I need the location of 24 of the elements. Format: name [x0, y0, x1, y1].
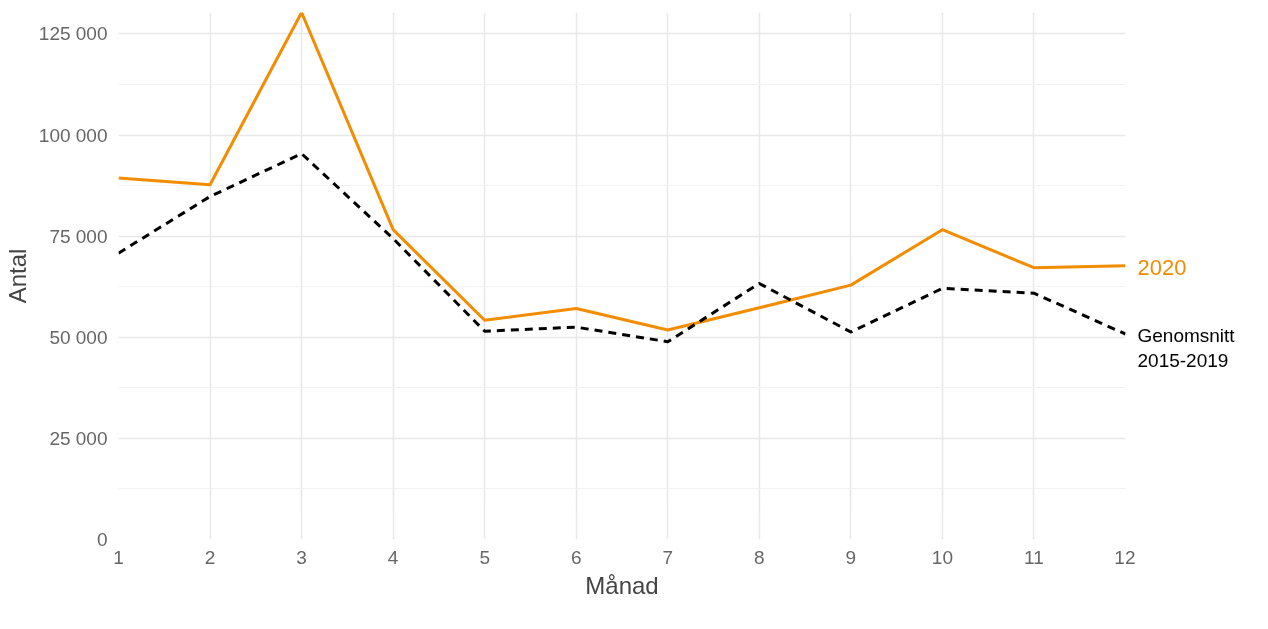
x-tick-label: 9 — [845, 546, 857, 568]
x-tick-label: 3 — [296, 546, 307, 568]
y-tick-label: 50 000 — [49, 326, 108, 348]
x-axis-title: Månad — [585, 571, 659, 599]
y-tick-label: 25 000 — [49, 427, 108, 449]
x-tick-label: 5 — [479, 546, 490, 568]
x-tick-label: 7 — [662, 546, 674, 568]
x-tick-label: 6 — [570, 546, 582, 568]
line-series — [118, 12, 1126, 332]
y-axis-title: Antal — [3, 248, 31, 304]
x-tick-label: 10 — [931, 546, 953, 568]
y-tick-label: 0 — [96, 529, 108, 550]
x-tick-label: 2 — [204, 546, 216, 568]
x-tick-label: 8 — [754, 546, 765, 568]
x-tick-label: 1 — [113, 546, 124, 568]
series-label: 2020 — [1137, 255, 1187, 281]
series-label: Genomsnitt 2015-2019 — [1137, 324, 1236, 372]
x-tick-label: 4 — [387, 546, 399, 568]
y-tick-label: 125 000 — [38, 23, 108, 45]
x-tick-label: 12 — [1114, 546, 1136, 568]
y-tick-label: 100 000 — [38, 124, 108, 146]
y-tick-label: 75 000 — [49, 225, 108, 247]
x-tick-label: 11 — [1024, 546, 1044, 568]
line-series — [118, 152, 1126, 344]
